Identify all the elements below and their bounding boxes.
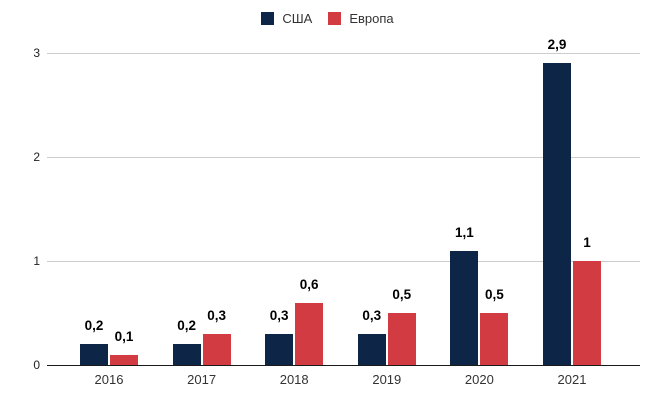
bar-usa-2017 [172, 344, 201, 365]
x-axis-label: 2016 [94, 372, 124, 387]
bar-value-label: 0,3 [207, 308, 226, 323]
bar-usa-2021 [543, 63, 571, 365]
legend-label-usa: США [282, 11, 313, 26]
bar-usa-2018 [265, 334, 294, 365]
legend-item-usa: США [261, 12, 312, 25]
y-axis-tick-label: 1 [33, 254, 40, 268]
gridline [47, 157, 640, 158]
bar-value-label: 0,2 [84, 318, 104, 333]
legend-swatch-europe [328, 12, 342, 25]
x-axis-label: 2021 [557, 372, 587, 387]
bar-value-label: 0,1 [114, 329, 134, 344]
bar-europe-2020 [480, 313, 509, 365]
gridline [47, 53, 640, 54]
bar-usa-2020 [450, 251, 479, 365]
y-axis-tick-label: 2 [33, 150, 40, 164]
x-axis-line [47, 365, 640, 366]
bar-value-label: 2,9 [547, 37, 567, 52]
legend-swatch-usa [261, 12, 275, 25]
bar-usa-2016 [80, 344, 108, 365]
bar-value-label: 0,5 [392, 287, 412, 302]
legend-label-europe: Европа [349, 11, 394, 26]
x-axis-label: 2018 [279, 372, 309, 387]
bar-value-label: 0,3 [362, 308, 382, 323]
chart-legend: США Европа [0, 12, 655, 25]
gridline [47, 261, 640, 262]
x-axis-label: 2019 [372, 372, 402, 387]
bar-usa-2019 [357, 334, 386, 365]
bar-europe-2021 [573, 261, 601, 365]
bar-value-label: 1,1 [455, 225, 474, 240]
bar-europe-2018 [295, 303, 324, 365]
y-axis-tick-label: 3 [33, 46, 40, 60]
bar-europe-2017 [202, 334, 231, 365]
bar-europe-2016 [110, 355, 138, 365]
bar-value-label: 0,5 [485, 287, 504, 302]
bar-value-label: 0,3 [269, 308, 289, 323]
y-axis-tick-label: 0 [33, 358, 40, 372]
x-axis-label: 2017 [187, 372, 217, 387]
bar-europe-2019 [387, 313, 416, 365]
bar-value-label: 1 [583, 235, 591, 250]
x-axis-label: 2020 [464, 372, 494, 387]
bar-value-label: 0,6 [299, 277, 319, 292]
bar-value-label: 0,2 [177, 318, 196, 333]
legend-item-europe: Европа [328, 11, 394, 26]
